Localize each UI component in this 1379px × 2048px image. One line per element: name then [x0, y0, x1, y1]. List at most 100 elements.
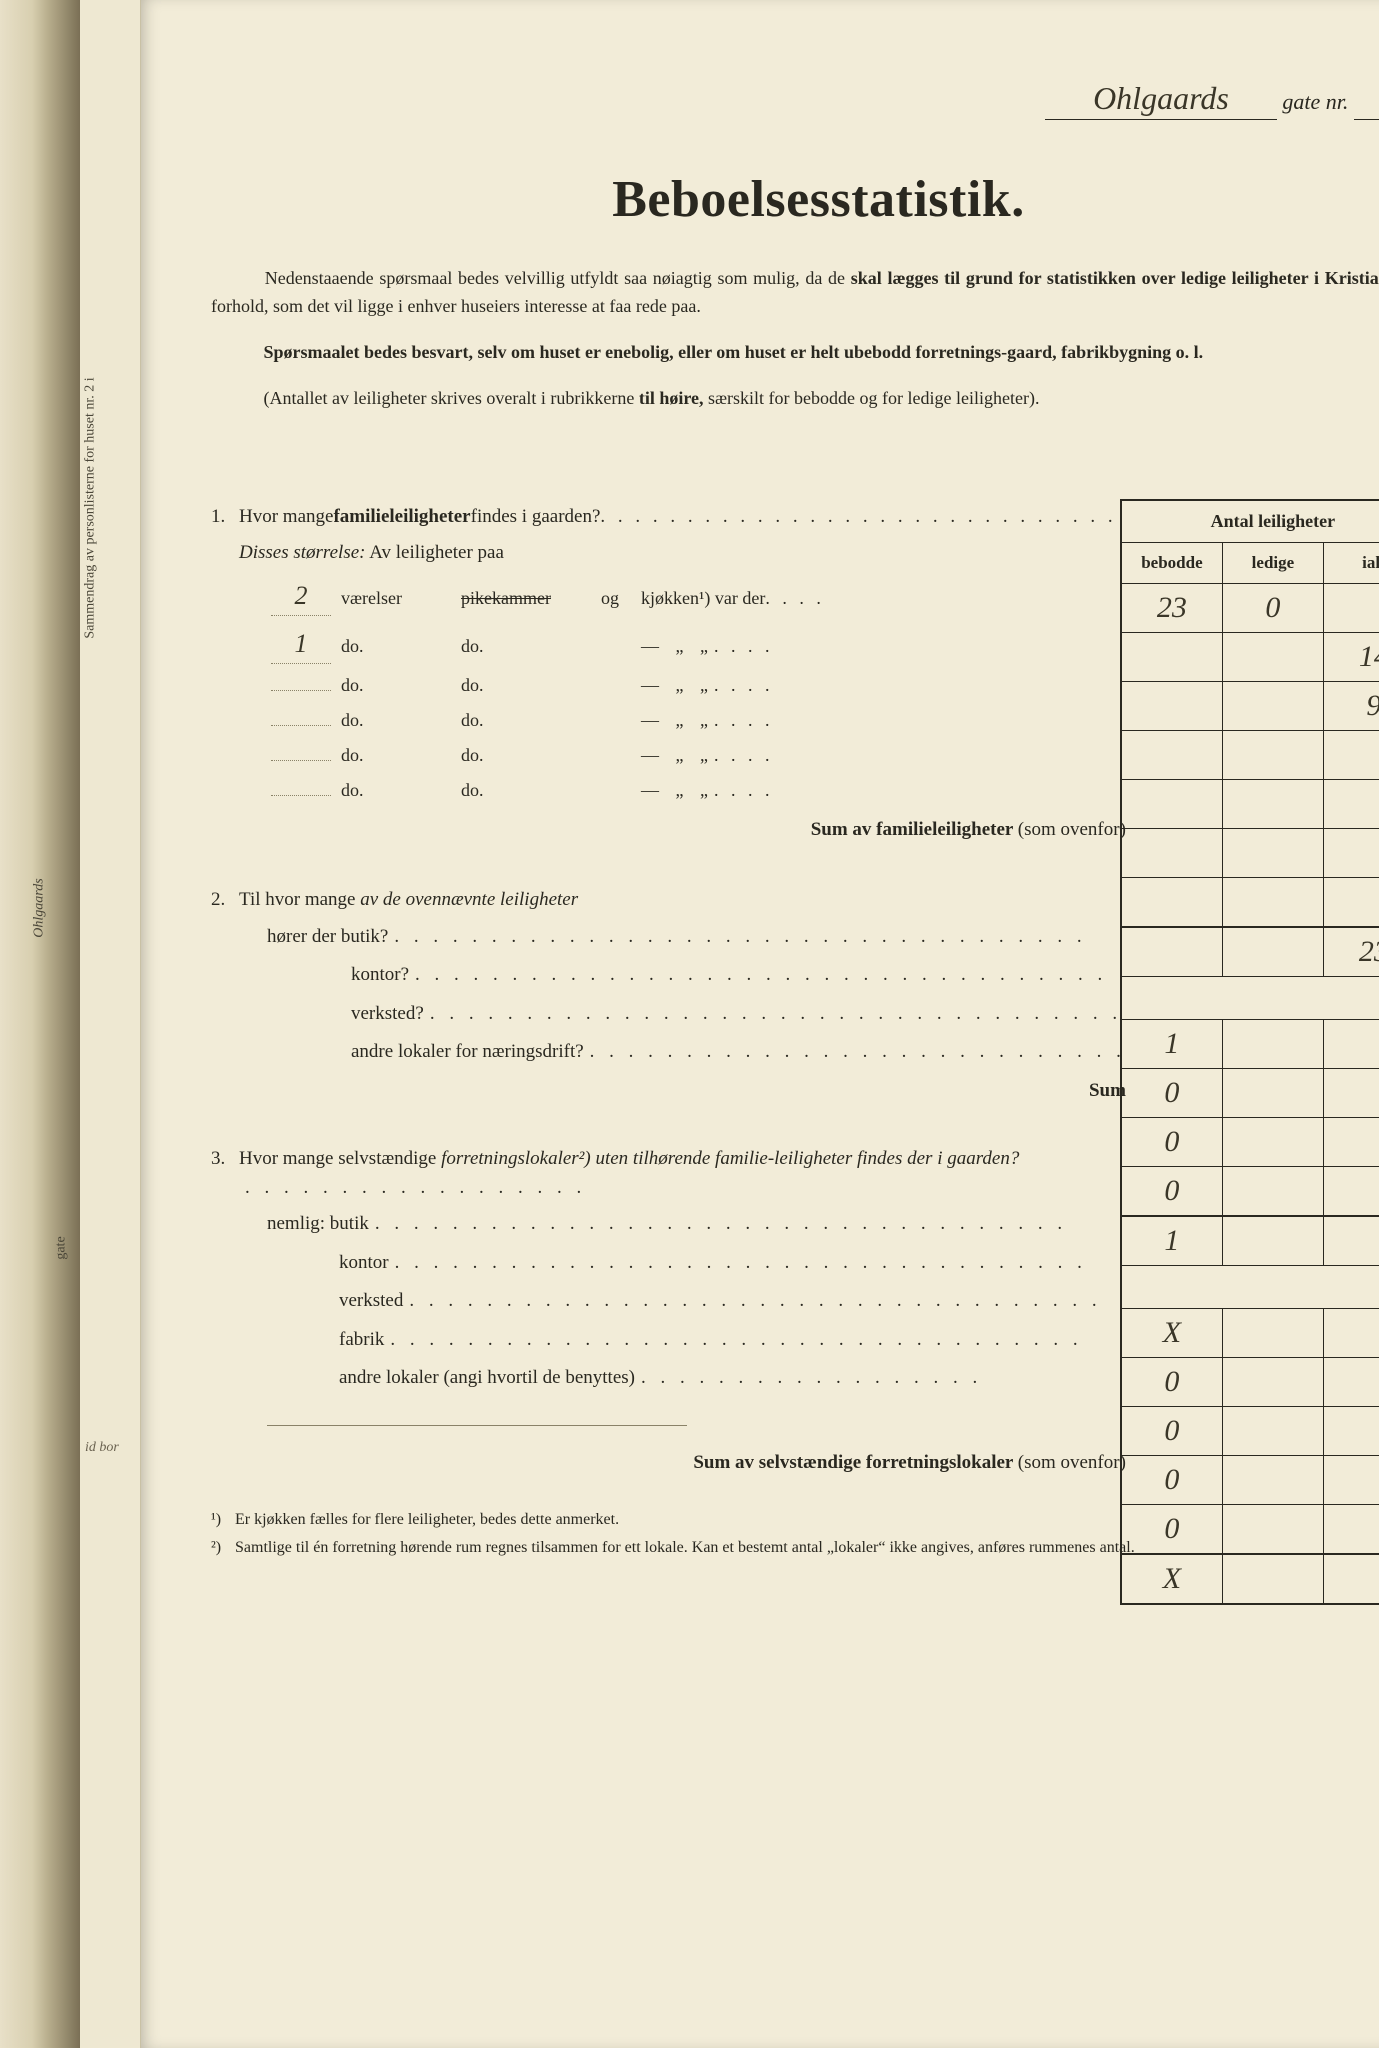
- dots: . . . . . . . . . . . . . . . . . . . . …: [600, 503, 1126, 532]
- q2-row-0-val: 1: [1121, 1019, 1223, 1068]
- q2-text-a: Til hvor mange: [239, 889, 360, 910]
- q3-sub-4-label: andre lokaler (angi hvortil de benyttes): [339, 1364, 635, 1393]
- q1-size-5-ialt: [1323, 877, 1379, 927]
- intro-paragraph-1: Nedenstaaende spørsmaal bedes velvillig …: [211, 265, 1379, 321]
- q3-sum-label-b: (som ovenfor): [1018, 1452, 1126, 1473]
- q2-num: 2.: [211, 886, 239, 915]
- intro-3b: til høire,: [639, 388, 704, 408]
- q3-num: 3.: [211, 1145, 239, 1174]
- table-header-ledige: ledige: [1222, 542, 1323, 583]
- q3-row-3-val: 0: [1121, 1455, 1223, 1504]
- table-header-ialt: ialt: [1323, 542, 1379, 583]
- margin-vertical-text-3: gate: [54, 1236, 70, 1259]
- q2-sub-1-label: kontor?: [351, 961, 409, 990]
- document-paper: Ohlgaards gate nr. 2 Beboelsesstatistik.…: [141, 0, 1379, 2048]
- q3-text-b: forretningslokaler²): [441, 1148, 591, 1169]
- q1-size-3-a: do.: [341, 707, 461, 734]
- q3-sub-2-label: verksted: [339, 1287, 403, 1316]
- q1-size-2-n: [271, 690, 331, 691]
- q1-text-a: Hvor mange: [239, 503, 333, 532]
- q1-size-0-n: 2: [271, 576, 331, 616]
- margin-vertical-text-1: Sammendrag av personlisterne for huset n…: [83, 377, 99, 638]
- q3-sub-1-label: kontor: [339, 1249, 389, 1278]
- book-spine: [0, 0, 80, 2048]
- table-zone: Antal leiligheter bebodde ledige ialt 23…: [211, 503, 1379, 1478]
- intro-paragraph-3: (Antallet av leiligheter skrives overalt…: [211, 385, 1379, 413]
- q2-row-1-val: 0: [1121, 1068, 1223, 1117]
- q3-blank-line: [267, 1403, 687, 1426]
- q3-sum-label-a: Sum av selvstændige forretningslokaler: [693, 1452, 1013, 1473]
- q1-size-4-d: — „ „: [641, 742, 714, 769]
- q1-sum-label-a: Sum av familieleiligheter: [811, 819, 1013, 840]
- q1-size-5-n: [271, 795, 331, 796]
- q3-sum-val: X: [1121, 1554, 1223, 1604]
- q2-sub-2-label: verksted?: [351, 1000, 424, 1029]
- gate-label: gate nr.: [1282, 89, 1348, 114]
- q3-row-2-val: 0: [1121, 1406, 1223, 1455]
- q2-row-2-val: 0: [1121, 1117, 1223, 1166]
- q1-size-5-b: do.: [461, 777, 601, 804]
- q1-size-5-d: — „ „: [641, 777, 714, 804]
- q1-size-1-n: 1: [271, 624, 331, 664]
- intro-2a: Spørsmaalet bedes besvart, selv om huset…: [264, 342, 1204, 362]
- q1-text-b: familieleiligheter: [333, 503, 470, 532]
- page: Sammendrag av personlisterne for huset n…: [0, 0, 1379, 2048]
- q1-size-3-b: do.: [461, 707, 601, 734]
- q1-size-5-a: do.: [341, 777, 461, 804]
- intro-3a: (Antallet av leiligheter skrives overalt…: [264, 388, 639, 408]
- q1-size-4-n: [271, 760, 331, 761]
- q1-size-3-d: — „ „: [641, 707, 714, 734]
- intro-3c: særskilt for bebodde og for ledige leili…: [708, 388, 1039, 408]
- q3-sub-0-label: nemlig: butik: [267, 1210, 369, 1239]
- q1-size-1-ialt: 9: [1323, 681, 1379, 730]
- table-header-bebodde: bebodde: [1121, 542, 1223, 583]
- count-table: Antal leiligheter bebodde ledige ialt 23…: [1120, 499, 1379, 1605]
- header-line: Ohlgaards gate nr. 2: [211, 80, 1379, 120]
- q1-size-2-d: — „ „: [641, 672, 714, 699]
- page-title: Beboelsesstatistik.: [211, 170, 1379, 229]
- q1-sizes-sub: Av leiligheter paa: [369, 542, 504, 563]
- q1-num: 1.: [211, 503, 239, 532]
- q3-row-4-val: 0: [1121, 1504, 1223, 1554]
- q3-row-0-val: X: [1121, 1308, 1223, 1357]
- intro-paragraph-2: Spørsmaalet bedes besvart, selv om huset…: [211, 339, 1379, 367]
- intro-1a: Nedenstaaende spørsmaal bedes velvillig …: [265, 268, 851, 288]
- footnote-2-mark: ²): [211, 1536, 235, 1560]
- q1-size-1-a: do.: [341, 633, 461, 660]
- q2-row-3-val: 0: [1121, 1166, 1223, 1216]
- table-header-group: Antal leiligheter: [1121, 500, 1379, 543]
- q1-size-4-ialt: [1323, 828, 1379, 877]
- left-margin-strip: Sammendrag av personlisterne for huset n…: [80, 0, 141, 2048]
- q1-sum-label-b: (som ovenfor): [1018, 819, 1126, 840]
- q1-size-0-c: og: [601, 585, 641, 612]
- q1-size-3-n: [271, 725, 331, 726]
- margin-vertical-text-2: Ohlgaards: [32, 878, 48, 937]
- q3-row-1-val: 0: [1121, 1357, 1223, 1406]
- q1-size-0-b: pikekammer: [461, 585, 601, 612]
- q1-size-2-b: do.: [461, 672, 601, 699]
- q1-ialt: [1323, 583, 1379, 632]
- q1-bebodde: 23: [1121, 583, 1223, 632]
- street-name-handwritten: Ohlgaards: [1045, 80, 1277, 120]
- q1-size-1-d: — „ „: [641, 633, 714, 660]
- gate-number-handwritten: 2: [1354, 83, 1379, 120]
- q1-size-1-b: do.: [461, 633, 601, 660]
- q1-size-0-a: værelser: [341, 585, 461, 612]
- q1-size-4-a: do.: [341, 742, 461, 769]
- q1-size-0-ialt: 14: [1323, 632, 1379, 681]
- q1-ledige: 0: [1222, 583, 1323, 632]
- q2-sub-0-label: hører der butik?: [267, 923, 388, 952]
- q1-size-2-ialt: [1323, 730, 1379, 779]
- q1-size-3-ialt: [1323, 779, 1379, 828]
- q1-size-0-d: kjøkken¹) var der: [641, 585, 765, 612]
- q3-text-c: uten tilhørende familie-leiligheter find…: [595, 1148, 1019, 1169]
- intro-1b: skal lægges til grund for statistikken o…: [851, 268, 1379, 288]
- q1-sum-ialt: 23: [1323, 927, 1379, 977]
- q1-sizes-label: Disses størrelse:: [239, 542, 366, 563]
- q3-sub-3-label: fabrik: [339, 1326, 384, 1355]
- q2-sum-val: 1: [1121, 1216, 1223, 1266]
- q1-size-2-a: do.: [341, 672, 461, 699]
- q1-size-4-b: do.: [461, 742, 601, 769]
- q1-text-c: findes i gaarden?: [471, 503, 601, 532]
- footnote-1-mark: ¹): [211, 1508, 235, 1532]
